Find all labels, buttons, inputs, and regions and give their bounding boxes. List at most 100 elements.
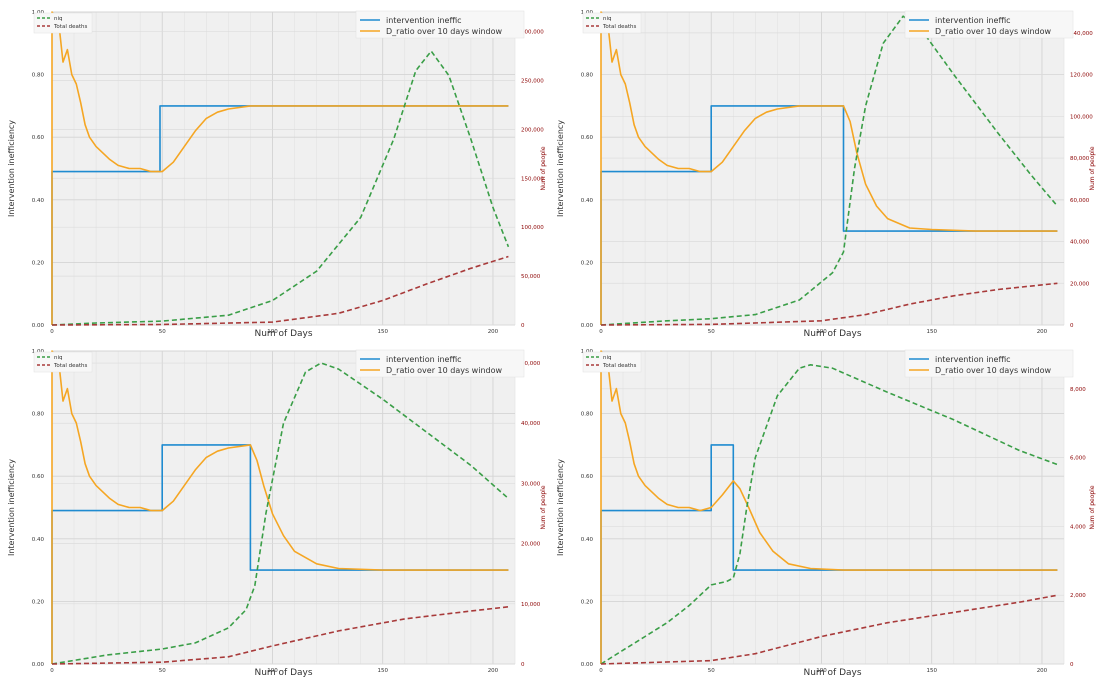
x-tick-label: 150 — [377, 329, 388, 335]
legend-label: intervention ineffic — [386, 16, 462, 25]
legend-box — [582, 12, 642, 34]
legend-label: Total deaths — [53, 24, 87, 30]
legend-label: Total deaths — [53, 363, 87, 369]
legend-right: intervention ineffic D_ratio over 10 days… — [355, 349, 525, 378]
x-tick-label: 100 — [816, 329, 827, 335]
x-tick-label: 0 — [50, 668, 54, 674]
legend-box — [355, 10, 525, 39]
series-line-total-deaths — [51, 606, 509, 665]
y2-tick-label: 30,000 — [521, 481, 541, 487]
y2-tick-label: 140,000 — [1070, 31, 1093, 37]
y-tick-label: 0.00 — [581, 662, 594, 668]
y2-tick-label: 10,000 — [521, 602, 541, 608]
legend-label: D_ratio over 10 days window — [935, 27, 1051, 36]
series-line-d-ratio-over-10-days-window — [600, 11, 1058, 325]
legend-box — [33, 12, 93, 34]
series-line-total-deaths — [51, 255, 509, 326]
y-tick-label: 0.60 — [32, 135, 45, 141]
chart-panel: 0501001502000.000.200.400.600.801.0002,0… — [549, 339, 1097, 678]
y2-tick-label: 50,000 — [521, 361, 541, 367]
y2-tick-label: 0 — [521, 323, 525, 329]
series-line-niq — [51, 50, 510, 326]
y-tick-label: 0.80 — [32, 412, 45, 418]
x-tick-label: 50 — [159, 329, 166, 335]
y2-tick-label: 6,000 — [1070, 456, 1086, 462]
x-axis-label: Num of Days — [803, 668, 861, 678]
x-tick-label: 150 — [926, 668, 937, 674]
legend-label: D_ratio over 10 days window — [386, 366, 502, 375]
legend-left: niq Total deaths — [582, 12, 642, 34]
y-tick-label: 0.00 — [581, 323, 594, 329]
legend-label: intervention ineffic — [386, 355, 462, 364]
y2-tick-label: 60,000 — [1070, 198, 1090, 204]
x-tick-label: 200 — [1037, 329, 1048, 335]
y2-tick-label: 0 — [1070, 662, 1074, 668]
y-tick-label: 0.00 — [32, 323, 45, 329]
x-tick-label: 50 — [708, 329, 715, 335]
y-tick-label: 0.40 — [32, 198, 45, 204]
series-line-niq — [51, 362, 509, 665]
line-chart: 0501001502000.000.200.400.600.801.0002,0… — [549, 339, 1097, 678]
x-tick-label: 150 — [926, 329, 937, 335]
y-axis-label: Intervention inefficiency — [7, 459, 16, 556]
y-axis-label: Intervention inefficiency — [556, 459, 565, 556]
legend-right: intervention ineffic D_ratio over 10 days… — [355, 10, 525, 39]
legend-box — [904, 349, 1074, 378]
x-axis-label: Num of Days — [254, 668, 312, 678]
x-tick-label: 200 — [488, 668, 499, 674]
legend-label: intervention ineffic — [935, 16, 1011, 25]
y-tick-label: 0.60 — [581, 135, 594, 141]
x-tick-label: 0 — [50, 329, 54, 335]
y-tick-label: 0.20 — [581, 260, 594, 266]
x-tick-label: 0 — [599, 329, 603, 335]
legend-label: Total deaths — [602, 24, 636, 30]
y2-tick-label: 20,000 — [1070, 281, 1090, 287]
y2-tick-label: 150,000 — [521, 176, 544, 182]
y2-tick-label: 120,000 — [1070, 73, 1093, 79]
y2-tick-label: 20,000 — [521, 542, 541, 548]
legend-box — [582, 351, 642, 373]
x-axis-label: Num of Days — [254, 329, 312, 339]
series-line-total-deaths — [600, 282, 1058, 326]
y2-tick-label: 8,000 — [1070, 387, 1086, 393]
legend-left: niq Total deaths — [582, 351, 642, 373]
y2-tick-label: 40,000 — [521, 421, 541, 427]
y-axis-label: Intervention inefficiency — [7, 120, 16, 217]
chart-panel: 0501001502000.000.200.400.600.801.00050,… — [0, 0, 548, 339]
y-tick-label: 0.20 — [32, 260, 45, 266]
legend-label: intervention ineffic — [935, 355, 1011, 364]
plot-area — [601, 351, 1064, 664]
x-tick-label: 200 — [1037, 668, 1048, 674]
y-tick-label: 0.40 — [581, 198, 594, 204]
y2-tick-label: 0 — [521, 662, 525, 668]
series-line-total-deaths — [600, 594, 1058, 665]
legend-label: niq — [603, 355, 612, 361]
line-chart: 0501001502000.000.200.400.600.801.00050,… — [0, 0, 548, 339]
plot-area — [601, 12, 1064, 325]
series-line-niq — [600, 364, 1058, 665]
legend-left: niq Total deaths — [33, 12, 93, 34]
y-tick-label: 0.40 — [581, 537, 594, 543]
x-tick-label: 100 — [816, 668, 827, 674]
legend-box — [33, 351, 93, 373]
y2-tick-label: 250,000 — [521, 78, 544, 84]
x-tick-label: 200 — [488, 329, 499, 335]
series-line-d-ratio-over-10-days-window — [51, 11, 509, 325]
y-tick-label: 0.40 — [32, 537, 45, 543]
y2-axis-label: Num of people — [1089, 485, 1096, 529]
legend-box — [355, 349, 525, 378]
legend-label: D_ratio over 10 days window — [935, 366, 1051, 375]
x-tick-label: 100 — [267, 329, 278, 335]
y2-tick-label: 4,000 — [1070, 524, 1086, 530]
x-tick-label: 100 — [267, 668, 278, 674]
y2-tick-label: 100,000 — [521, 225, 544, 231]
y-tick-label: 0.80 — [32, 73, 45, 79]
y2-axis-label: Num of people — [540, 146, 547, 190]
line-chart: 0501001502000.000.200.400.600.801.00010,… — [0, 339, 548, 678]
x-axis-label: Num of Days — [803, 329, 861, 339]
y-tick-label: 0.80 — [581, 412, 594, 418]
x-tick-label: 50 — [708, 668, 715, 674]
y-tick-label: 0.00 — [32, 662, 45, 668]
y-tick-label: 0.20 — [32, 599, 45, 605]
chart-panel: 0501001502000.000.200.400.600.801.00010,… — [0, 339, 548, 678]
